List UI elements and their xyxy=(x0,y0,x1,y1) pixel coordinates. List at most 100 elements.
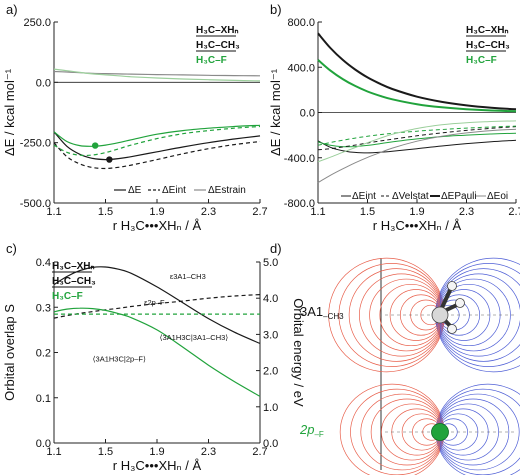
panel-a-label: a) xyxy=(6,2,18,17)
x-tick-label: 2.7 xyxy=(508,206,520,218)
marker-point-0 xyxy=(106,156,113,163)
series-line-2 xyxy=(53,307,261,397)
legend-a-line3: H₃C–F xyxy=(196,55,227,66)
series-line-3 xyxy=(53,124,261,147)
y-tick-label: -400.0 xyxy=(284,153,315,165)
orbital-2p-F xyxy=(339,383,520,475)
x-tick-label: 1.9 xyxy=(409,206,424,218)
legend-a-series: ΔE ΔEint ΔEstrain xyxy=(114,185,246,196)
annotation-2: ⟨3A1H3C|3A1–CH3⟩ xyxy=(160,333,229,342)
y-tick-label: 400.0 xyxy=(287,62,315,74)
y-tick-label: 0.2 xyxy=(36,348,51,360)
series-line-0 xyxy=(53,266,261,345)
hydrogen-atom xyxy=(447,324,457,334)
y-tick-label-right: 0.0 xyxy=(263,438,278,450)
y-tick-label: 250.0 xyxy=(23,17,51,29)
series-line-3 xyxy=(317,132,517,148)
y-axis-label: Orbital overlap S xyxy=(2,304,17,401)
hydrogen-atom xyxy=(455,298,465,308)
legend-b-item-dEint: ΔEint xyxy=(352,191,376,202)
x-tick-label: 1.1 xyxy=(46,206,61,218)
panel-d-orbitals: 3A1–CH3 2p–F xyxy=(299,257,520,475)
series-line-1 xyxy=(53,140,261,170)
x-tick-label: 1.5 xyxy=(98,206,113,218)
y-tick-label: 0.0 xyxy=(36,77,51,89)
legend-a-item-dEint: ΔEint xyxy=(162,185,186,196)
series-line-1 xyxy=(53,294,261,319)
panel-c-label: c) xyxy=(6,241,17,256)
panel-b-chart: 1.1 1.5 1.9 2.3 2.7 -800.0 -400.0 0.0 400.0 800.0… xyxy=(268,17,520,233)
orbital-top-label: 3A1–CH3 xyxy=(300,304,344,321)
x-tick-label: 1.9 xyxy=(149,206,164,218)
carbon-atom xyxy=(431,306,449,324)
x-tick-label: 2.7 xyxy=(252,446,267,458)
series-line-4 xyxy=(317,126,517,151)
legend-b-line1: H₃C–XHₙ xyxy=(466,25,509,36)
legend-a-item-dE: ΔE xyxy=(128,185,142,196)
series-line-7 xyxy=(317,120,517,163)
y-tick-label-right: 3.0 xyxy=(263,329,278,341)
x-tick-label: 1.5 xyxy=(98,446,113,458)
hydrogen-atom xyxy=(447,281,457,291)
y-tick-label: 0.0 xyxy=(300,108,315,120)
legend-a-item-dEstrain: ΔEstrain xyxy=(208,185,246,196)
y-axis-label: ΔE / kcal mol⁻¹ xyxy=(2,68,17,156)
orbital-bottom-label: 2p–F xyxy=(299,422,324,439)
legend-b-item-dVelstat: ΔVelstat xyxy=(392,191,429,202)
y-tick-label: 0.0 xyxy=(36,438,51,450)
y-tick-label: 0.3 xyxy=(36,302,51,314)
legend-b-molecules: H₃C–XHₙ H₃C–CH₃ H₃C–F xyxy=(466,25,510,66)
y-tick-label: 0.1 xyxy=(36,393,51,405)
legend-b-series: ΔEint ΔVelstat ΔEPauli ΔEoi xyxy=(341,191,508,202)
legend-c-line1: H₃C–XHₙ xyxy=(52,261,95,272)
y-tick-label: -500.0 xyxy=(20,198,51,210)
legend-b-line3: H₃C–F xyxy=(466,55,497,66)
x-axis-label: r H₃C•••XHₙ / Å xyxy=(113,218,202,233)
legend-c-line2: H₃C–CH₃ xyxy=(52,276,96,287)
series-line-5 xyxy=(317,125,517,146)
annotation-0: ε3A1–CH3 xyxy=(170,272,206,281)
legend-b-item-dEPauli: ΔEPauli xyxy=(441,191,477,202)
y-axis-label: ΔE / kcal mol⁻¹ xyxy=(268,68,283,156)
x-tick-label: 2.3 xyxy=(459,206,474,218)
panel-a-chart: 1.1 1.5 1.9 2.3 2.7 -500.0 -250.0 0.0 250.0 r H₃C… xyxy=(2,17,268,233)
panel-c-chart: 1.1 1.5 1.9 2.3 2.70.00.10.20.30.40.01.02.03… xyxy=(2,257,306,473)
y-tick-label-right: 5.0 xyxy=(263,257,278,269)
x-tick-label: 1.5 xyxy=(360,206,375,218)
x-axis-label: r H₃C•••XHₙ / Å xyxy=(113,458,202,473)
legend-b-item-dEoi: ΔEoi xyxy=(487,191,508,202)
contour-red xyxy=(359,273,444,357)
x-tick-label: 1.1 xyxy=(310,206,325,218)
x-tick-label: 1.1 xyxy=(46,446,61,458)
panel-b-label: b) xyxy=(270,2,282,17)
marker-point-1 xyxy=(92,142,99,149)
series-line-6 xyxy=(317,128,517,184)
x-tick-label: 2.3 xyxy=(201,206,216,218)
y-tick-label-right: 1.0 xyxy=(263,402,278,414)
legend-a-molecules: H₃C–XHₙ H₃C–CH₃ H₃C–F xyxy=(196,25,240,66)
series-line-0 xyxy=(53,131,261,161)
y-tick-label-right: 4.0 xyxy=(263,293,278,305)
panel-d-label: d) xyxy=(270,241,282,256)
annotation-1: ε2p–F xyxy=(144,298,165,307)
y-tick-label-right: 2.0 xyxy=(263,366,278,378)
series-line-1 xyxy=(317,59,517,113)
orbital-3A1-CH3 xyxy=(328,257,520,373)
y-tick-label: 0.4 xyxy=(36,257,51,269)
series-line-0 xyxy=(317,32,517,111)
fluorine-atom xyxy=(431,423,449,441)
x-tick-label: 2.7 xyxy=(252,206,267,218)
y-tick-label: -250.0 xyxy=(20,138,51,150)
legend-a-line1: H₃C–XHₙ xyxy=(196,25,239,36)
legend-b-line2: H₃C–CH₃ xyxy=(466,40,510,51)
x-axis-label: r H₃C•••XHₙ / Å xyxy=(373,218,462,233)
x-tick-label: 1.9 xyxy=(149,446,164,458)
legend-c-line3: H₃C–F xyxy=(52,291,83,302)
series-line-4 xyxy=(53,125,261,157)
y-tick-label: 800.0 xyxy=(287,17,315,29)
series-line-5 xyxy=(53,68,261,82)
legend-c-molecules: H₃C–XHₙ H₃C–CH₃ H₃C–F xyxy=(52,261,96,302)
annotation-3: ⟨3A1H3C|2p–F⟩ xyxy=(93,355,146,364)
legend-a-line2: H₃C–CH₃ xyxy=(196,40,240,51)
